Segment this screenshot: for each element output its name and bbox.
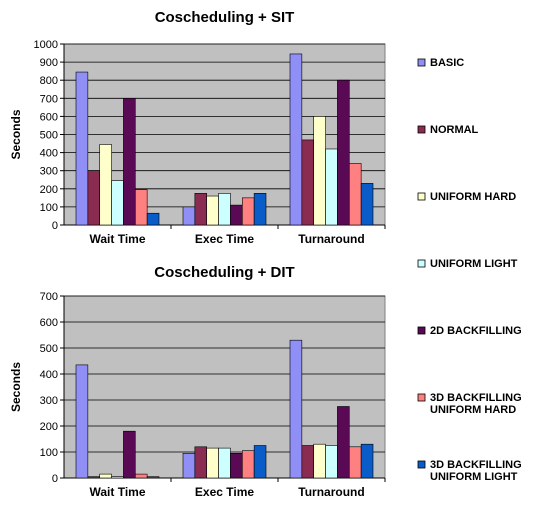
y-tick-label: 800 xyxy=(40,75,58,87)
legend-swatch xyxy=(417,58,426,67)
legend-swatch xyxy=(417,125,426,134)
legend-swatch xyxy=(417,326,426,335)
bar xyxy=(99,144,112,226)
bar xyxy=(313,116,326,226)
bar xyxy=(111,180,124,226)
legend-swatch xyxy=(417,393,426,402)
y-axis-label: Seconds xyxy=(9,362,23,412)
bar xyxy=(194,193,208,226)
y-tick-label: 200 xyxy=(40,421,58,433)
bar xyxy=(289,339,303,479)
legend: BASIC NORMAL UNIFORM HARD UNIFORM LIGHT 2D B… xyxy=(417,57,522,483)
y-tick-label: 900 xyxy=(40,57,58,69)
y-tick-label: 600 xyxy=(40,111,58,123)
bar xyxy=(348,163,362,226)
legend-swatch xyxy=(417,460,426,469)
bar xyxy=(325,148,338,226)
bar xyxy=(241,450,255,479)
legend-label: UNIFORM HARD xyxy=(430,191,516,203)
bar xyxy=(75,71,89,226)
bar xyxy=(99,473,112,479)
x-tick-label: Exec Time xyxy=(195,232,254,246)
bar xyxy=(253,445,267,479)
bar xyxy=(182,452,196,479)
legend-label: 3D BACKFILLING xyxy=(430,459,522,471)
bar xyxy=(134,189,148,226)
legend-label: 3D BACKFILLING xyxy=(430,392,522,404)
bar xyxy=(337,406,350,479)
x-tick-label: Exec Time xyxy=(195,485,254,499)
bar xyxy=(301,139,315,226)
x-tick-label: Turnaround xyxy=(298,232,364,246)
y-tick-label: 500 xyxy=(40,130,58,142)
y-tick-label: 400 xyxy=(40,369,58,381)
legend-label: UNIFORM LIGHT xyxy=(430,471,518,483)
bar xyxy=(134,473,148,479)
y-tick-label: 100 xyxy=(40,447,58,459)
bar xyxy=(206,447,219,479)
y-tick-label: 600 xyxy=(40,317,58,329)
bar xyxy=(194,446,208,479)
legend-label: 2D BACKFILLING xyxy=(430,325,522,337)
bar xyxy=(337,79,350,226)
bar xyxy=(146,476,160,479)
bar xyxy=(325,445,338,479)
bar xyxy=(75,364,89,479)
y-tick-label: 1000 xyxy=(34,39,58,51)
legend-item: UNIFORM HARD xyxy=(417,191,516,203)
x-tick-label: Wait Time xyxy=(89,485,145,499)
legend-item: UNIFORM LIGHT xyxy=(417,258,518,270)
bar xyxy=(218,193,231,226)
legend-label: BASIC xyxy=(430,57,464,69)
y-tick-label: 0 xyxy=(52,220,58,232)
bar xyxy=(241,197,255,226)
y-tick-label: 0 xyxy=(52,473,58,485)
bar xyxy=(146,212,160,226)
chart-title: Coscheduling + DIT xyxy=(154,264,294,281)
x-tick-label: Turnaround xyxy=(298,485,364,499)
bar xyxy=(348,446,362,479)
bar xyxy=(206,195,219,226)
bar xyxy=(218,447,231,479)
bar xyxy=(182,206,196,226)
chart-dit: Coscheduling + DIT 0 100 200 300 400 500 600 700… xyxy=(9,264,386,499)
bar xyxy=(253,193,267,226)
bar xyxy=(301,445,315,479)
bar xyxy=(111,476,124,479)
bar xyxy=(87,476,101,479)
chart-title: Coscheduling + SIT xyxy=(155,9,295,26)
legend-swatch xyxy=(417,259,426,268)
y-tick-label: 200 xyxy=(40,184,58,196)
bar xyxy=(360,443,374,479)
y-tick-label: 300 xyxy=(40,395,58,407)
legend-item: NORMAL xyxy=(417,124,479,136)
bar xyxy=(123,98,136,226)
legend-swatch xyxy=(417,192,426,201)
bar xyxy=(87,170,101,226)
bar xyxy=(360,183,374,226)
y-tick-label: 300 xyxy=(40,166,58,178)
bar xyxy=(313,443,326,479)
y-tick-label: 700 xyxy=(40,291,58,303)
y-axis-label: Seconds xyxy=(9,109,23,159)
bar xyxy=(230,204,243,226)
y-tick-label: 700 xyxy=(40,93,58,105)
legend-item: BASIC xyxy=(417,57,464,69)
y-tick-label: 100 xyxy=(40,202,58,214)
y-tick-label: 500 xyxy=(40,343,58,355)
legend-label: UNIFORM LIGHT xyxy=(430,258,518,270)
chart-sit: Coscheduling + SIT 0 100 200 300 400 500 600 700… xyxy=(9,9,386,246)
legend-label: NORMAL xyxy=(430,124,479,136)
legend-item: 2D BACKFILLING xyxy=(417,325,522,337)
x-tick-label: Wait Time xyxy=(89,232,145,246)
bar xyxy=(230,452,243,479)
bar xyxy=(289,53,303,226)
y-tick-label: 400 xyxy=(40,148,58,160)
bar xyxy=(123,430,136,479)
legend-label: UNIFORM HARD xyxy=(430,404,516,416)
